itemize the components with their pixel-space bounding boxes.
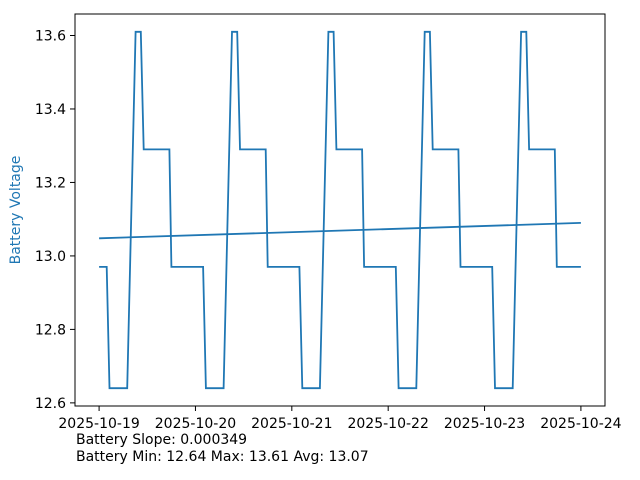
plot-layer: 2025-10-19 2025-10-20 2025-10-21 2025-10-22… <box>35 13 622 432</box>
annotation-line-1: Battery Slope: 0.000349 <box>76 432 247 448</box>
y-tick-label: 13.4 <box>35 102 66 118</box>
y-tick-label: 12.6 <box>35 396 66 412</box>
y-tick-label: 13.6 <box>35 28 66 44</box>
x-tick-label: 2025-10-20 <box>155 416 236 432</box>
plot-border <box>74 13 606 407</box>
x-tick-label: 2025-10-22 <box>347 416 428 432</box>
x-tick-label: 2025-10-21 <box>251 416 332 432</box>
annotation-line-2: Battery Min: 12.64 Max: 13.61 Avg: 13.07 <box>76 449 369 465</box>
y-tick-label: 12.8 <box>35 322 66 338</box>
x-tick-label: 2025-10-23 <box>444 416 525 432</box>
battery-voltage-waveform <box>99 30 581 390</box>
battery-trend-line <box>99 222 581 240</box>
y-axis-label: Battery Voltage <box>8 156 24 265</box>
x-tick-label: 2025-10-19 <box>58 416 139 432</box>
y-tick-label: 13.0 <box>35 249 66 265</box>
x-tick-label: 2025-10-24 <box>540 416 621 432</box>
y-tick-label: 13.2 <box>35 175 66 191</box>
